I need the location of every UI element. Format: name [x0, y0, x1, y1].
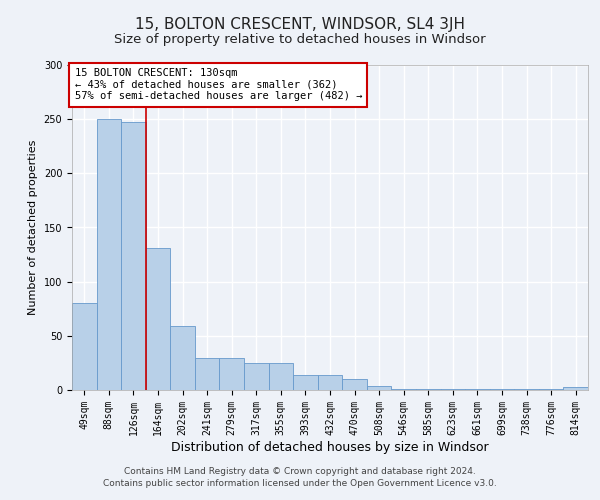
Bar: [195, 358, 220, 390]
Y-axis label: Number of detached properties: Number of detached properties: [28, 140, 38, 315]
Bar: [563, 387, 588, 390]
Bar: [244, 363, 269, 390]
Bar: [121, 122, 146, 390]
Bar: [72, 304, 97, 390]
Bar: [170, 326, 195, 390]
Bar: [220, 358, 244, 390]
Bar: [367, 386, 391, 390]
Bar: [514, 389, 539, 390]
Bar: [490, 389, 514, 390]
Bar: [342, 379, 367, 390]
Bar: [97, 119, 121, 390]
Text: 15, BOLTON CRESCENT, WINDSOR, SL4 3JH: 15, BOLTON CRESCENT, WINDSOR, SL4 3JH: [135, 18, 465, 32]
Text: Contains public sector information licensed under the Open Government Licence v3: Contains public sector information licen…: [103, 478, 497, 488]
Bar: [146, 248, 170, 390]
Text: Size of property relative to detached houses in Windsor: Size of property relative to detached ho…: [114, 32, 486, 46]
Bar: [269, 363, 293, 390]
Bar: [293, 375, 318, 390]
Bar: [391, 389, 416, 390]
Bar: [318, 375, 342, 390]
Text: Contains HM Land Registry data © Crown copyright and database right 2024.: Contains HM Land Registry data © Crown c…: [124, 467, 476, 476]
Bar: [465, 389, 490, 390]
Bar: [440, 389, 465, 390]
Bar: [539, 389, 563, 390]
Bar: [416, 389, 440, 390]
Text: 15 BOLTON CRESCENT: 130sqm
← 43% of detached houses are smaller (362)
57% of sem: 15 BOLTON CRESCENT: 130sqm ← 43% of deta…: [74, 68, 362, 102]
X-axis label: Distribution of detached houses by size in Windsor: Distribution of detached houses by size …: [171, 440, 489, 454]
